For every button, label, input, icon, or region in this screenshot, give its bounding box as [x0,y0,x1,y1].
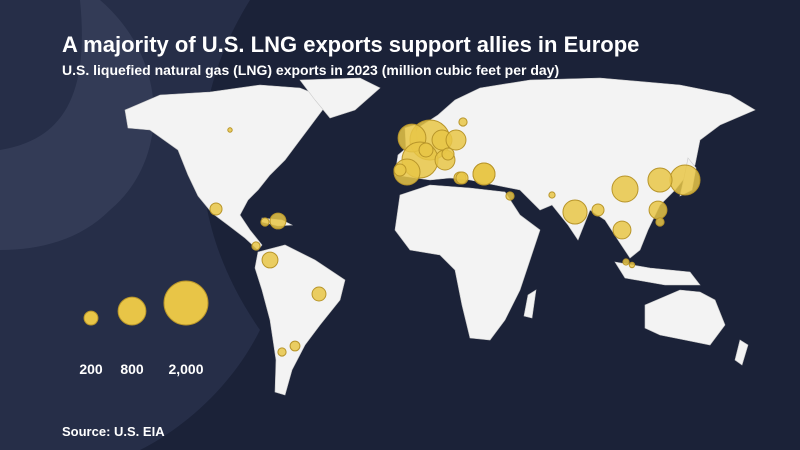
bubble [311,286,327,302]
north-america [124,84,331,251]
bubble [647,167,673,193]
bubble [418,142,434,158]
africa [394,184,541,341]
bubble [261,251,279,269]
bubble [622,258,630,266]
legend-bubble [117,296,147,326]
indonesia [614,261,701,286]
bubble [441,147,455,161]
legend-label: 200 [79,361,103,377]
bubble [628,261,636,269]
bubble [269,212,287,230]
bubble [445,129,467,151]
madagascar [523,289,537,319]
bubble [611,175,639,203]
bubble [455,171,469,185]
bubble [458,117,468,127]
bubble [393,163,407,177]
bubble [227,127,233,133]
bubbles [209,117,701,357]
legend-bubble [83,310,99,326]
legend-bubble [163,280,209,326]
subtitle: U.S. liquefied natural gas (LNG) exports… [62,62,559,78]
bubble [669,164,701,196]
legend-label: 800 [120,361,144,377]
bubble [562,199,588,225]
bubble [472,162,496,186]
title: A majority of U.S. LNG exports support a… [62,32,639,57]
legend: 200 800 2,000 [79,280,209,377]
bubble [655,217,665,227]
bubble [277,347,287,357]
bubble [591,203,605,217]
new-zealand [734,339,749,366]
bubble [209,202,223,216]
legend-label: 2,000 [168,361,203,377]
decor-arc [0,0,154,250]
australia [644,289,726,346]
source: Source: U.S. EIA [62,424,165,439]
bubble [548,191,556,199]
bubble [251,241,261,251]
land [124,77,756,396]
bubble [260,217,270,227]
bubble [289,340,301,352]
bubble [612,220,632,240]
bubble [505,191,515,201]
greenland [299,77,381,119]
bubble [648,200,668,220]
south-america [254,244,346,396]
